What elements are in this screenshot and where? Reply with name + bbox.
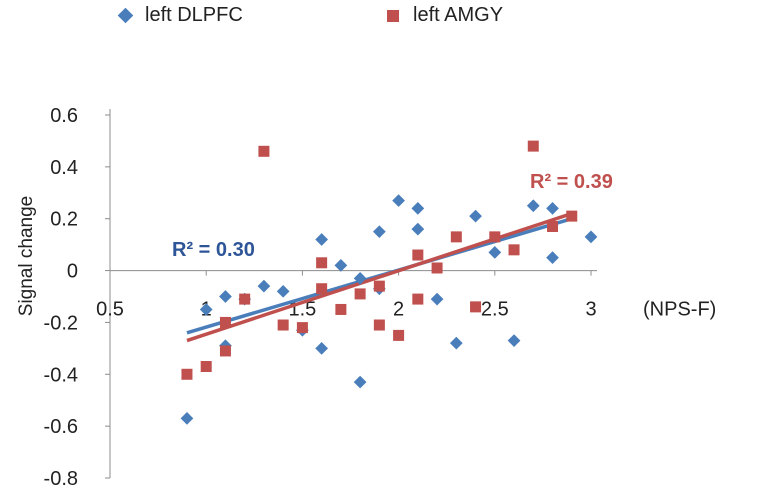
y-tick-label: -0.4 xyxy=(44,364,78,386)
x-axis-label: (NPS-F) xyxy=(643,299,716,321)
legend-label-dlpfc: left DLPFC xyxy=(145,4,243,26)
point-dlpfc xyxy=(353,375,367,389)
y-tick-label: 0.6 xyxy=(50,105,78,127)
y-tick-label: 0 xyxy=(67,261,78,283)
point-amgy xyxy=(412,249,424,261)
point-amgy xyxy=(450,231,462,243)
r2-label-amgy: R² = 0.39 xyxy=(530,171,613,193)
point-dlpfc xyxy=(219,290,232,303)
annotations: R² = 0.30 R² = 0.39 xyxy=(172,171,613,261)
y-tick-label: -0.6 xyxy=(44,416,78,438)
x-tick-label: 2 xyxy=(393,299,404,321)
y-tick-label: -0.8 xyxy=(44,468,78,490)
point-amgy xyxy=(527,140,539,152)
r2-label-dlpfc: R² = 0.30 xyxy=(172,239,255,261)
point-dlpfc xyxy=(546,251,559,264)
point-dlpfc xyxy=(526,199,540,213)
point-amgy xyxy=(277,319,289,331)
point-amgy xyxy=(393,329,405,341)
point-amgy xyxy=(219,345,231,357)
point-dlpfc xyxy=(430,292,444,306)
point-amgy xyxy=(470,301,482,313)
point-dlpfc xyxy=(315,341,329,355)
point-amgy xyxy=(489,231,501,243)
legend-label-amgy: left AMGY xyxy=(413,4,504,26)
data-points xyxy=(180,140,598,425)
point-dlpfc xyxy=(584,230,598,244)
point-amgy xyxy=(373,280,385,292)
point-amgy xyxy=(335,303,347,315)
point-dlpfc xyxy=(372,225,386,239)
point-amgy xyxy=(181,368,193,380)
point-dlpfc xyxy=(488,246,502,259)
point-dlpfc xyxy=(449,336,463,350)
point-amgy xyxy=(258,145,270,157)
point-amgy xyxy=(431,262,443,274)
point-amgy xyxy=(316,283,328,295)
x-tick-label: 0.5 xyxy=(96,299,124,321)
x-tick-label: 2.5 xyxy=(481,299,509,321)
y-tick-label: 0.4 xyxy=(50,157,78,179)
point-amgy xyxy=(547,220,559,232)
point-dlpfc xyxy=(507,334,521,347)
point-amgy xyxy=(219,316,231,328)
point-amgy xyxy=(239,293,251,305)
point-amgy xyxy=(508,244,520,256)
point-amgy xyxy=(373,319,385,331)
legend-item-dlpfc: left DLPFC xyxy=(117,4,243,27)
legend-marker-amgy xyxy=(387,9,399,22)
point-dlpfc xyxy=(334,259,348,272)
point-amgy xyxy=(566,210,578,222)
legend-item-amgy: left AMGY xyxy=(387,4,503,27)
point-dlpfc xyxy=(392,194,405,207)
point-amgy xyxy=(296,322,308,334)
point-dlpfc xyxy=(411,222,425,236)
trendlines xyxy=(186,211,573,343)
y-tick-label: 0.2 xyxy=(50,209,78,231)
point-dlpfc xyxy=(315,233,329,246)
y-tick-label: -0.2 xyxy=(44,312,78,334)
x-tick-label: 3 xyxy=(585,299,596,321)
point-dlpfc xyxy=(276,284,290,298)
point-amgy xyxy=(316,257,328,269)
point-dlpfc xyxy=(546,201,559,215)
point-amgy xyxy=(200,361,212,373)
point-dlpfc xyxy=(411,201,425,215)
trendline-amgy xyxy=(186,211,573,343)
point-dlpfc xyxy=(469,209,482,223)
point-dlpfc xyxy=(180,412,194,425)
point-amgy xyxy=(412,293,424,305)
point-dlpfc xyxy=(353,271,367,285)
point-dlpfc xyxy=(199,303,213,316)
axes: 0.511.522.53(NPS-F)0.60.40.20-0.2-0.4-0.… xyxy=(44,105,717,490)
point-dlpfc xyxy=(257,279,271,293)
point-amgy xyxy=(354,288,366,300)
y-axis-label: Signal change xyxy=(16,196,37,316)
